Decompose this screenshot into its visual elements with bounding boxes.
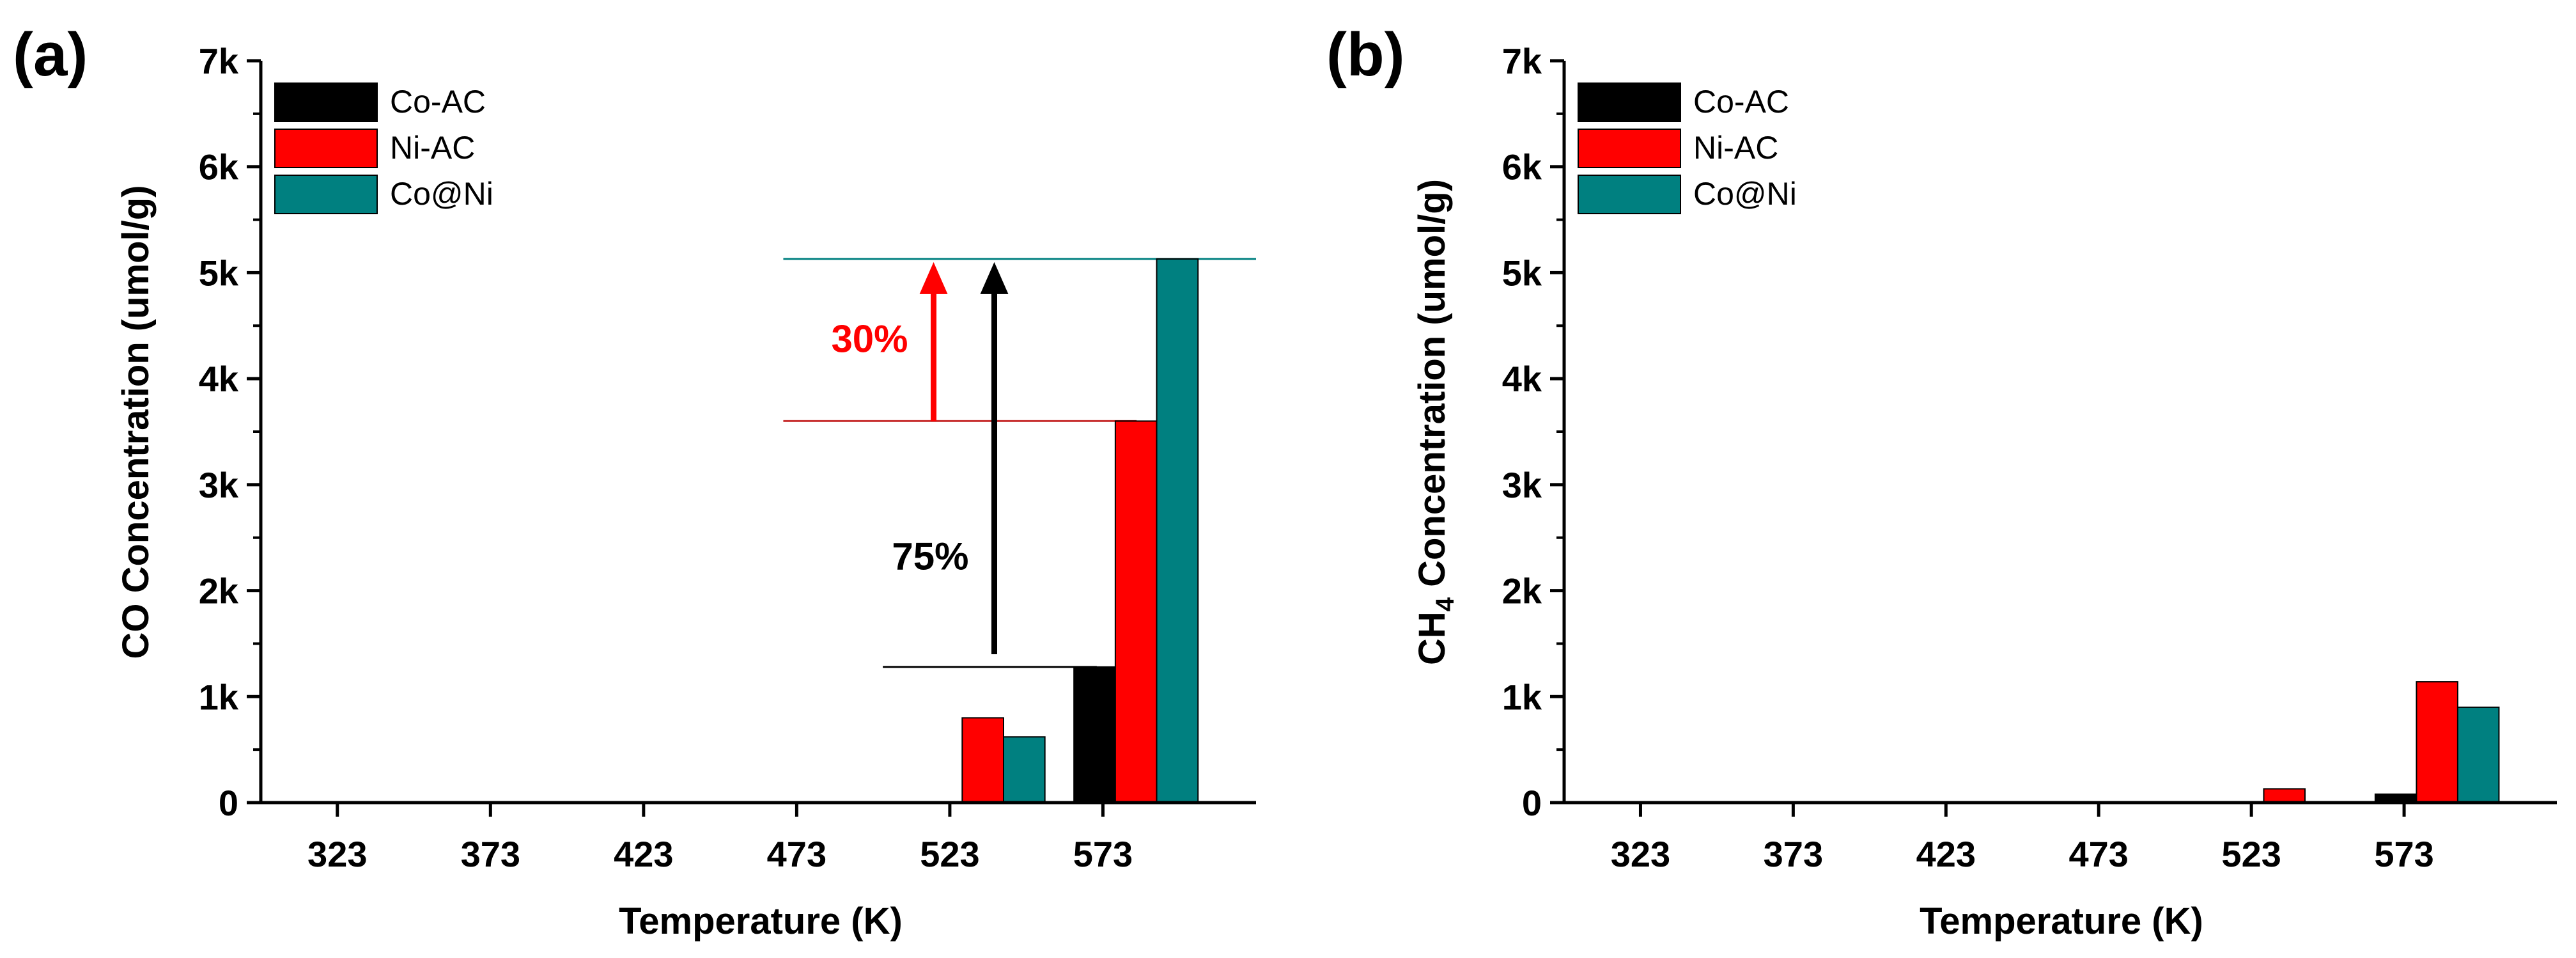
y-tick-label: 7k: [1502, 41, 1542, 81]
panel-b-y-axis-title: CH4 Concentration (umol/g): [1411, 179, 1459, 665]
panel-b-legend: Co-AC Ni-AC Co@Ni: [1578, 82, 1797, 214]
y-tick-label: 2k: [199, 571, 239, 611]
panel-b-y-axis-title-sub: 4: [1431, 597, 1459, 611]
panel-a: (a) 30% 75% 0 1k 2k 3k 4k 5k 6k 7k 323 373 423 473 52…: [13, 20, 1256, 942]
x-tick-label: 473: [2069, 834, 2129, 874]
bar-ni-ac-523: [961, 717, 1005, 804]
annotation-75-percent: 75%: [892, 535, 968, 577]
panel-a-annotations: 30% 75%: [783, 258, 1256, 668]
x-tick-label: 473: [767, 834, 826, 874]
panel-b-bars: [2263, 681, 2500, 804]
x-tick-label: 423: [1916, 834, 1976, 874]
panel-a-axes: 0 1k 2k 3k 4k 5k 6k 7k 323 373 423 473 523 573: [199, 41, 1256, 874]
legend-label-co-ac: Co-AC: [390, 84, 486, 120]
x-tick-label: 373: [1764, 834, 1823, 874]
panel-b-axes: 0 1k 2k 3k 4k 5k 6k 7k 323 373 423 473 523 573: [1502, 41, 2557, 874]
legend-label-co-ac: Co-AC: [1693, 84, 1789, 120]
x-tick-label: 573: [2374, 834, 2433, 874]
y-tick-label: 2k: [1502, 571, 1542, 611]
panel-a-legend: Co-AC Ni-AC Co@Ni: [274, 82, 493, 214]
x-tick-label: 523: [2221, 834, 2281, 874]
panel-a-label: (a): [13, 20, 88, 89]
arrowhead-black: [980, 262, 1009, 294]
x-tick-label: 323: [307, 834, 367, 874]
legend-label-co-ni: Co@Ni: [1693, 176, 1797, 212]
panel-b-label: (b): [1326, 20, 1405, 89]
legend-swatch-co-ac: [1578, 82, 1681, 122]
x-tick-label: 423: [614, 834, 673, 874]
legend-swatch-ni-ac: [274, 129, 378, 168]
panel-b-y-axis-title-rest: Concentration (umol/g): [1411, 179, 1453, 597]
legend-label-co-ni: Co@Ni: [390, 176, 493, 212]
panel-b: (b) 0 1k 2k 3k 4k 5k 6k 7k 323 373 423 473 523 573 Co…: [1326, 20, 2557, 942]
y-tick-label: 0: [219, 783, 238, 823]
x-tick-label: 323: [1611, 834, 1670, 874]
bar-co-ni-573: [2456, 706, 2500, 804]
panel-a-x-axis-title: Temperature (K): [619, 900, 903, 942]
bar-ni-ac-523: [2263, 788, 2306, 804]
y-tick-label: 4k: [199, 359, 239, 399]
legend-label-ni-ac: Ni-AC: [390, 130, 475, 166]
y-tick-label: 7k: [199, 41, 239, 81]
legend-label-ni-ac: Ni-AC: [1693, 130, 1778, 166]
y-tick-label: 3k: [199, 465, 239, 505]
x-tick-label: 373: [461, 834, 520, 874]
y-tick-label: 6k: [199, 147, 239, 187]
y-tick-label: 1k: [199, 677, 239, 717]
y-tick-label: 5k: [1502, 253, 1542, 293]
legend-swatch-co-ac: [274, 82, 378, 122]
y-tick-label: 4k: [1502, 359, 1542, 399]
y-tick-label: 5k: [199, 253, 239, 293]
bar-co-ni-523: [1003, 736, 1046, 804]
bar-ni-ac-573: [1114, 420, 1158, 803]
panel-a-y-axis-title: CO Concentration (umol/g): [115, 185, 157, 659]
panel-b-y-axis-title-main: CH: [1411, 611, 1453, 665]
bar-ni-ac-573: [2416, 681, 2458, 803]
y-tick-label: 6k: [1502, 147, 1542, 187]
arrowhead-red: [919, 262, 948, 294]
y-tick-label: 0: [1522, 783, 1542, 823]
legend-swatch-ni-ac: [1578, 129, 1681, 168]
annotation-30-percent: 30%: [831, 318, 908, 361]
y-tick-label: 3k: [1502, 465, 1542, 505]
x-tick-label: 523: [920, 834, 979, 874]
legend-swatch-co-ni: [274, 175, 378, 214]
x-tick-label: 573: [1073, 834, 1133, 874]
bar-co-ac-573: [1073, 666, 1116, 804]
legend-swatch-co-ni: [1578, 175, 1681, 214]
panel-a-bars: [961, 258, 1199, 804]
y-tick-label: 1k: [1502, 677, 1542, 717]
bar-co-ni-573: [1156, 258, 1199, 803]
panel-b-x-axis-title: Temperature (K): [1920, 900, 2203, 942]
